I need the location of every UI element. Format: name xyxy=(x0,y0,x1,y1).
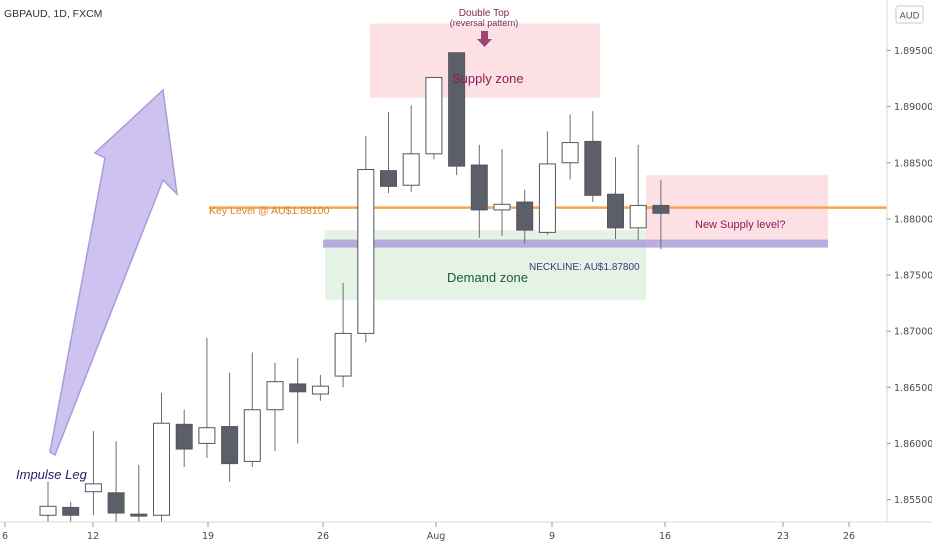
supply-zone-label: Supply zone xyxy=(452,71,524,86)
bullish-candle[interactable] xyxy=(266,381,284,411)
time-tick-label: 26 xyxy=(317,531,329,542)
time-tick-label: 6 xyxy=(2,531,8,542)
price-tick-label: 1.87500 xyxy=(894,271,932,282)
bullish-candle[interactable] xyxy=(153,422,170,516)
double-top-marker-icon xyxy=(477,31,492,47)
time-tick-label: 26 xyxy=(843,531,855,542)
neckline-label: NECKLINE: AU$1.87800 xyxy=(529,262,640,273)
impulse-arrow xyxy=(49,88,179,457)
bearish-candle[interactable] xyxy=(380,170,397,187)
impulse-leg-label: Impulse Leg xyxy=(16,467,88,482)
bullish-candle[interactable] xyxy=(629,204,647,229)
time-axis[interactable]: 6 12 19 26 Aug 9 16 23 26 xyxy=(2,522,855,542)
time-tick-label: 12 xyxy=(87,531,99,542)
demand-zone-label: Demand zone xyxy=(447,270,528,285)
bullish-candle[interactable] xyxy=(198,427,216,444)
double-top-sublabel: (reversal pattern) xyxy=(450,18,519,28)
bearish-candle[interactable] xyxy=(516,201,534,231)
time-tick-label: 16 xyxy=(659,531,671,542)
price-tick-label: 1.89500 xyxy=(894,46,932,57)
bullish-candle[interactable] xyxy=(357,169,375,334)
bullish-candle[interactable] xyxy=(243,409,261,462)
bearish-candle[interactable] xyxy=(652,204,670,214)
bullish-candle[interactable] xyxy=(425,76,443,155)
currency-badge[interactable] xyxy=(895,5,924,24)
price-tick-label: 1.87000 xyxy=(894,327,932,338)
bullish-candle[interactable] xyxy=(311,385,329,395)
bearish-candle[interactable] xyxy=(607,193,624,229)
bearish-candle[interactable] xyxy=(62,506,80,516)
bearish-candle[interactable] xyxy=(470,164,488,211)
price-tick-label: 1.89000 xyxy=(894,102,932,113)
bearish-candle[interactable] xyxy=(448,52,466,167)
bearish-candle[interactable] xyxy=(289,383,307,393)
bearish-candle[interactable] xyxy=(175,423,193,450)
bullish-candle[interactable] xyxy=(493,203,511,211)
price-axis[interactable]: 1.85500 1.86000 1.86500 1.87000 1.87500 1.880… xyxy=(887,0,932,506)
price-tick-label: 1.88000 xyxy=(894,214,932,225)
price-tick-label: 1.90000 xyxy=(894,0,932,1)
key-level-label: Key Level @ AU$1.88100 xyxy=(209,205,330,217)
bullish-candle[interactable] xyxy=(84,483,102,493)
currency-badge-label: AUD xyxy=(899,11,919,22)
time-tick-label: Aug xyxy=(427,531,446,542)
neckline-band xyxy=(323,239,828,248)
price-tick-label: 1.85500 xyxy=(894,495,932,506)
bearish-candle[interactable] xyxy=(221,426,239,465)
time-tick-label: 9 xyxy=(549,531,555,542)
bullish-candle[interactable] xyxy=(402,153,420,186)
price-tick-label: 1.86500 xyxy=(894,383,932,394)
price-tick-label: 1.88500 xyxy=(894,158,932,169)
bearish-candle[interactable] xyxy=(130,513,148,517)
bearish-candle[interactable] xyxy=(584,140,602,196)
bearish-candle[interactable] xyxy=(107,492,125,514)
candles-group xyxy=(39,52,670,522)
new-supply-label: New Supply level? xyxy=(695,219,786,231)
price-tick-label: 1.86000 xyxy=(894,439,932,450)
bullish-candle[interactable] xyxy=(538,163,556,233)
double-top-label: Double Top xyxy=(459,8,510,19)
bullish-candle[interactable] xyxy=(561,142,579,164)
time-tick-label: 23 xyxy=(777,531,789,542)
symbol-label[interactable]: GBPAUD, 1D, FXCM xyxy=(4,8,102,20)
time-tick-label: 19 xyxy=(202,531,214,542)
bullish-candle[interactable] xyxy=(334,332,352,377)
bullish-candle[interactable] xyxy=(39,505,57,516)
